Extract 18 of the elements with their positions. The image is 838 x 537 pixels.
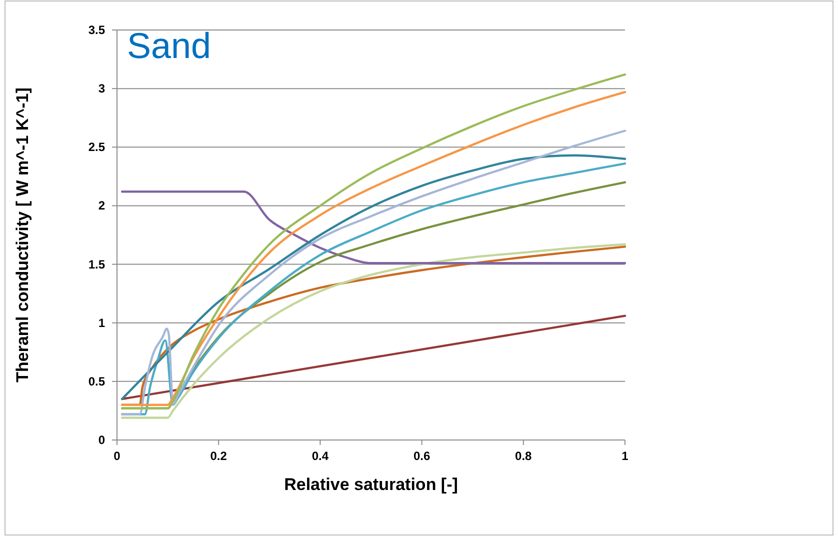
y-tick-label: 1 [98, 316, 106, 330]
x-tick-label: 0.4 [312, 449, 329, 463]
y-tick-label: 1.5 [88, 257, 106, 272]
y-tick-label: 3.5 [88, 23, 106, 37]
x-axis-title: Relative saturation [-] [284, 475, 458, 494]
line-series [120, 190, 626, 264]
y-tick-label: 0 [98, 433, 106, 447]
chart-title: Sand [127, 25, 212, 66]
y-tick-label: 3 [98, 82, 106, 96]
y-axis-title: Theraml conductivity [ W m^-1 K^-1] [13, 88, 32, 382]
x-tick-label: 1 [622, 449, 629, 463]
x-tick-label: 0.6 [413, 449, 430, 463]
y-tick-label: 2 [98, 198, 106, 213]
y-tick-label: 0.5 [88, 374, 106, 388]
y-tick-label: 2.5 [88, 140, 106, 154]
x-tick-label: 0.8 [515, 449, 532, 463]
x-tick-label: 0.2 [210, 449, 228, 463]
x-tick-label: 0 [114, 449, 121, 463]
